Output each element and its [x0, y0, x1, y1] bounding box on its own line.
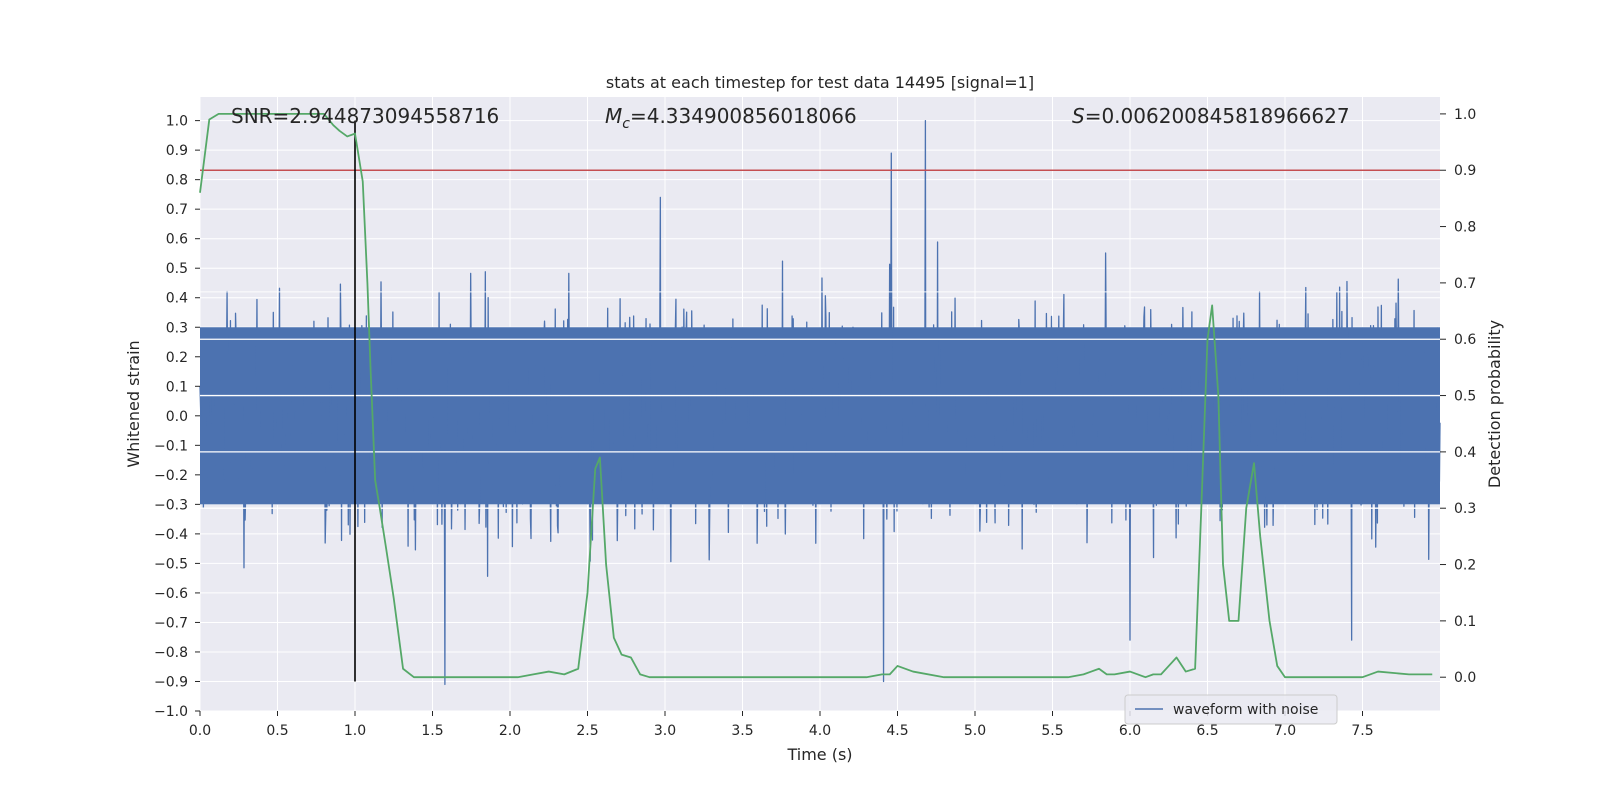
- s-annotation: S=0.006200845818966627: [1072, 104, 1350, 128]
- right-tick-label: 0.4: [1454, 445, 1476, 461]
- left-tick-label: −1.0: [154, 704, 188, 720]
- left-tick-label: −0.6: [154, 586, 188, 602]
- left-tick-label: −0.4: [154, 527, 188, 543]
- waveform-series: [199, 119, 1441, 686]
- right-tick-label: 0.6: [1454, 332, 1476, 348]
- left-tick-label: 0.0: [166, 409, 188, 425]
- left-tick-label: −0.7: [154, 615, 188, 631]
- chirp-mass-subscript: c: [622, 116, 630, 132]
- x-tick-label: 2.0: [499, 723, 521, 739]
- right-tick-label: 0.3: [1454, 501, 1476, 517]
- x-tick-label: 3.0: [654, 723, 676, 739]
- left-tick-label: 0.5: [166, 261, 188, 277]
- snr-annotation: SNR=2.944873094558716: [231, 104, 499, 128]
- overlay: [199, 113, 1440, 682]
- left-tick-label: 1.0: [166, 114, 188, 130]
- left-tick-label: −0.9: [154, 674, 188, 690]
- chirp-mass-symbol: M: [605, 104, 622, 128]
- left-tick-label: 0.9: [166, 143, 188, 159]
- left-tick-label: −0.5: [154, 556, 188, 572]
- x-tick-label: 4.0: [809, 723, 831, 739]
- x-axis-label: Time (s): [786, 745, 852, 764]
- left-tick-label: 0.1: [166, 379, 188, 395]
- x-tick-label: 2.5: [576, 723, 598, 739]
- left-axis-ticks: −1.0 −0.9 −0.8 −0.7 −0.6 −0.5 −0.4 −0.3 −0.2 −0.1…: [154, 114, 200, 720]
- y-axis-label: Whitened strain: [124, 340, 143, 467]
- legend: waveform with noise: [1124, 694, 1338, 725]
- right-tick-label: 0.0: [1454, 670, 1476, 686]
- left-tick-label: 0.4: [166, 291, 188, 307]
- left-tick-label: 0.6: [166, 232, 188, 248]
- x-tick-label: 7.5: [1351, 723, 1373, 739]
- right-tick-label: 1.0: [1454, 107, 1476, 123]
- detection-probability-line: [199, 113, 1433, 679]
- s-value: =0.006200845818966627: [1085, 104, 1350, 128]
- x-tick-label: 6.0: [1119, 723, 1141, 739]
- left-tick-label: 0.8: [166, 173, 188, 189]
- x-tick-label: 7.0: [1274, 723, 1296, 739]
- chart-title: stats at each timestep for test data 144…: [606, 73, 1034, 92]
- x-tick-label: 3.5: [731, 723, 753, 739]
- left-tick-label: −0.2: [154, 468, 188, 484]
- left-tick-label: −0.3: [154, 497, 188, 513]
- x-tick-label: 6.5: [1196, 723, 1218, 739]
- right-tick-label: 0.5: [1454, 389, 1476, 405]
- legend-label: waveform with noise: [1173, 702, 1318, 718]
- x-tick-label: 1.0: [344, 723, 366, 739]
- x-tick-label: 4.5: [886, 723, 908, 739]
- right-tick-label: 0.2: [1454, 558, 1476, 574]
- right-tick-label: 0.1: [1454, 614, 1476, 630]
- chirp-mass-value: =4.334900856018066: [630, 104, 857, 128]
- left-tick-label: 0.2: [166, 350, 188, 366]
- right-tick-label: 0.9: [1454, 163, 1476, 179]
- right-tick-label: 0.7: [1454, 276, 1476, 292]
- left-tick-label: −0.1: [154, 438, 188, 454]
- left-tick-label: −0.8: [154, 645, 188, 661]
- right-axis-ticks: 0.0 0.1 0.2 0.3 0.4 0.5 0.6 0.7 0.8 0.9 1.0: [1440, 107, 1476, 686]
- x-tick-label: 0.5: [266, 723, 288, 739]
- s-symbol: S: [1072, 104, 1085, 128]
- x-tick-label: 1.5: [421, 723, 443, 739]
- right-tick-label: 0.8: [1454, 220, 1476, 236]
- x-tick-label: 5.0: [964, 723, 986, 739]
- chirp-mass-annotation: Mc=4.334900856018066: [605, 104, 857, 132]
- waveform-line: [199, 119, 1441, 686]
- x-tick-label: 0.0: [189, 723, 211, 739]
- x-tick-label: 5.5: [1041, 723, 1063, 739]
- right-y-axis-label: Detection probability: [1485, 320, 1504, 488]
- legend-box: [1124, 694, 1338, 725]
- left-tick-label: 0.7: [166, 202, 188, 218]
- left-tick-label: 0.3: [166, 320, 188, 336]
